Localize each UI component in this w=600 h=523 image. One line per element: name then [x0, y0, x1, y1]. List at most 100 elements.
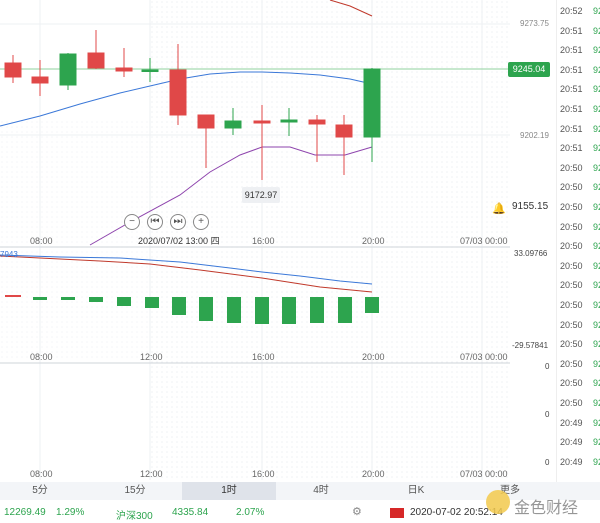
trade-time: 20:50 — [560, 182, 583, 193]
tab-daily[interactable]: 日K — [407, 485, 425, 496]
tab-4hour[interactable]: 4时 — [313, 485, 329, 496]
trade-price: 924 — [593, 221, 600, 232]
trade-price: 924 — [593, 241, 600, 252]
jump-end-button[interactable]: ⏭ — [170, 214, 186, 230]
trade-time: 20:50 — [560, 358, 583, 369]
trade-price: 924 — [593, 456, 600, 467]
macd-bottom-value: -29.57841 — [512, 341, 549, 350]
trade-time: 20:50 — [560, 378, 583, 389]
x-label: 12:00 — [140, 352, 163, 362]
trade-time: 20:49 — [560, 456, 583, 467]
trade-time: 20:50 — [560, 162, 583, 173]
trade-time: 20:51 — [560, 25, 583, 36]
tab-5min[interactable]: 5分 — [32, 485, 48, 496]
zoom-in-button[interactable]: + — [193, 214, 209, 230]
bell-icon[interactable]: 🔔 — [492, 203, 506, 215]
third-axis-value: 0 — [545, 458, 550, 467]
datetime: 2020-07-02 20:52:14 — [410, 507, 503, 518]
jump-start-button[interactable]: ⏮ — [147, 214, 163, 230]
trade-row: 20:50 924 — [557, 159, 600, 179]
trade-row: 20:50 924 — [557, 198, 600, 218]
timeframe-tabs: 5分 15分 1时 4时 日K 更多 — [0, 482, 600, 500]
trade-price: 924 — [593, 25, 600, 36]
x-label: 20:00 — [362, 469, 385, 479]
price-axis-label-mid: 9202.19 — [520, 131, 549, 140]
trade-row: 20:50 924 — [557, 394, 600, 414]
trade-price: 924 — [593, 280, 600, 291]
trade-price: 924 — [593, 104, 600, 114]
x-label: 16:00 — [252, 469, 275, 479]
trade-price: 924 — [593, 202, 600, 212]
tab-15min[interactable]: 15分 — [124, 485, 146, 496]
third-axis-value: 0 — [545, 410, 550, 419]
trade-time: 20:49 — [560, 417, 583, 428]
zoom-out-button[interactable]: − — [124, 214, 140, 230]
x-label: 07/03 00:00 — [460, 469, 508, 479]
trade-row: 20:50 924 — [557, 316, 600, 336]
trade-row: 20:51 924 — [557, 100, 600, 120]
trade-row: 20:50 924 — [557, 335, 600, 355]
trade-time: 20:50 — [560, 339, 583, 350]
trade-row: 20:50 924 — [557, 178, 600, 198]
low-price-tooltip: 9172.97 — [242, 187, 280, 203]
crosshair-date: 2020/07/02 13:00 四 — [138, 236, 220, 246]
trade-price: 924 — [593, 6, 600, 16]
trade-price: 924 — [593, 437, 600, 448]
trade-price: 924 — [593, 417, 600, 428]
trade-row: 20:52 924 — [557, 2, 600, 22]
trade-row: 20:50 924 — [557, 257, 600, 277]
trade-row: 20:50 924 — [557, 237, 600, 257]
x-label: 08:00 — [30, 236, 53, 246]
tab-more[interactable]: 更多 — [500, 485, 520, 496]
trade-price: 924 — [593, 398, 600, 408]
candlestick-chart[interactable] — [0, 0, 510, 482]
trade-price: 924 — [593, 300, 600, 310]
trade-time: 20:51 — [560, 143, 583, 154]
trade-price: 924 — [593, 339, 600, 350]
watermark-logo-icon — [486, 490, 510, 514]
trade-row: 20:49 924 — [557, 453, 600, 473]
index2-change: 2.07% — [236, 507, 265, 518]
current-price-tag: 9245.04 — [508, 62, 550, 77]
trade-time: 20:49 — [560, 437, 583, 448]
alert-price: 9155.15 — [512, 201, 549, 212]
x-label: 12:00 — [140, 469, 163, 479]
trade-time: 20:50 — [560, 241, 583, 252]
trade-row: 20:51 924 — [557, 120, 600, 140]
tab-1hour[interactable]: 1时 — [182, 482, 276, 500]
trade-row: 20:51 924 — [557, 22, 600, 42]
x-label: 16:00 — [252, 236, 275, 246]
x-label: 07/03 00:00 — [460, 236, 508, 246]
trade-row: 20:51 924 — [557, 80, 600, 100]
trade-price: 924 — [593, 123, 600, 134]
trade-list: 20:52 924 20:51 924 20:51 924 20:51 924 20:51 924… — [556, 0, 600, 482]
trade-row: 20:51 924 — [557, 139, 600, 159]
macd-top-value: 33.09766 — [514, 249, 548, 258]
trade-price: 924 — [593, 319, 600, 330]
third-axis-value: 0 — [545, 362, 550, 371]
trade-price: 924 — [593, 260, 600, 271]
watermark-text: 金色财经 — [514, 500, 579, 517]
trade-row: 20:50 924 — [557, 218, 600, 238]
trade-time: 20:50 — [560, 221, 583, 232]
trade-time: 20:51 — [560, 123, 583, 134]
trade-row: 20:49 924 — [557, 433, 600, 453]
price-axis-label-top: 9273.75 — [520, 19, 549, 28]
trade-time: 20:51 — [560, 64, 583, 75]
china-flag-icon — [390, 508, 404, 518]
trade-time: 20:51 — [560, 104, 583, 114]
trade-time: 20:50 — [560, 202, 583, 212]
x-label: 08:00 — [30, 352, 53, 362]
x-label: 20:00 — [362, 236, 385, 246]
trade-price: 924 — [593, 162, 600, 173]
settings-icon[interactable]: ⚙ — [352, 506, 362, 518]
trade-row: 20:51 924 — [557, 61, 600, 81]
trade-row: 20:50 924 — [557, 276, 600, 296]
trade-row: 20:50 924 — [557, 355, 600, 375]
trade-price: 924 — [593, 378, 600, 389]
macd-left-value: 7943 — [0, 250, 18, 259]
trade-time: 20:51 — [560, 45, 583, 56]
trade-row: 20:49 924 — [557, 414, 600, 434]
trade-time: 20:50 — [560, 280, 583, 291]
x-label: 08:00 — [30, 469, 53, 479]
